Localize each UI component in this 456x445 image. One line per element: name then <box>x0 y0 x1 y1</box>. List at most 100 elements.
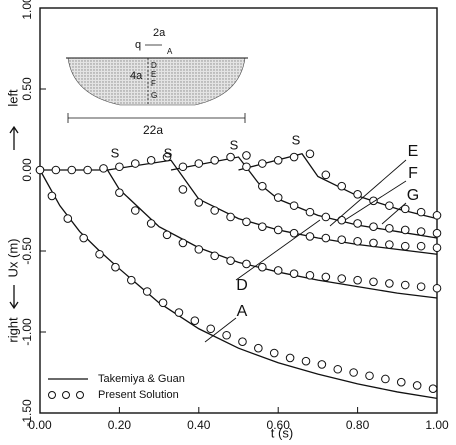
point <box>432 228 442 238</box>
point <box>349 368 358 377</box>
point <box>95 249 104 259</box>
point <box>369 277 378 287</box>
inset-label: E <box>151 70 156 79</box>
point <box>289 201 299 210</box>
point <box>305 149 315 159</box>
inset-label: F <box>151 79 156 88</box>
point <box>385 279 394 288</box>
point <box>194 198 204 207</box>
point <box>242 162 251 172</box>
y-tick-label: -0.50 <box>20 237 34 265</box>
point <box>416 227 426 236</box>
point <box>273 155 283 165</box>
point <box>162 152 172 162</box>
legend-label: Takemiya & Guan <box>98 373 185 385</box>
point <box>194 245 204 254</box>
inset-label: A <box>167 47 173 56</box>
point <box>301 356 311 366</box>
y-tick-label: -1.50 <box>20 399 34 427</box>
point <box>158 298 168 308</box>
point <box>111 262 120 272</box>
point <box>206 324 216 334</box>
point <box>432 243 442 253</box>
point <box>258 262 267 272</box>
point <box>353 236 362 246</box>
point <box>127 275 136 285</box>
point <box>130 159 140 168</box>
inset-basin <box>67 57 246 106</box>
point <box>226 152 235 162</box>
point <box>258 222 267 231</box>
y-direction-label: left <box>5 89 20 107</box>
arrival-label: S <box>292 132 301 147</box>
point <box>226 212 235 222</box>
point <box>174 308 184 317</box>
curve-label: E <box>408 143 419 160</box>
point <box>337 181 347 191</box>
point <box>289 152 299 162</box>
point <box>254 343 263 353</box>
y-tick-label: -1.00 <box>20 318 34 346</box>
point <box>242 151 251 160</box>
point <box>337 274 347 283</box>
point <box>337 215 347 225</box>
point <box>385 201 394 210</box>
leader <box>204 317 237 343</box>
point <box>353 275 362 285</box>
arrival-label: S <box>164 145 173 160</box>
x-tick-label: 0.80 <box>346 418 370 432</box>
point <box>400 241 410 251</box>
point <box>381 374 390 384</box>
point <box>416 282 426 291</box>
point <box>269 348 279 358</box>
y-tick-label: 0.00 <box>20 158 34 182</box>
point <box>83 165 92 175</box>
inset: 2a q A D E F G 4a 22a <box>66 27 248 137</box>
x-tick-label: 0.40 <box>187 418 211 432</box>
point <box>385 240 394 249</box>
point <box>210 206 219 215</box>
point <box>242 259 251 269</box>
point <box>162 230 172 240</box>
point <box>67 165 77 175</box>
leader <box>381 202 407 225</box>
inset-label: D <box>151 61 157 70</box>
point <box>210 251 219 261</box>
point <box>385 224 394 233</box>
point <box>242 217 251 227</box>
point <box>238 337 247 347</box>
point <box>305 207 315 217</box>
point <box>353 219 362 228</box>
y-axis-title: Ux (m) <box>5 239 20 278</box>
point <box>416 207 426 217</box>
point <box>412 381 422 390</box>
x-tick-label: 0.60 <box>267 418 291 432</box>
point <box>400 280 410 290</box>
point <box>142 287 152 296</box>
point <box>353 190 362 199</box>
point <box>416 241 426 251</box>
point <box>321 212 331 222</box>
point <box>369 222 378 231</box>
point <box>317 360 327 369</box>
point <box>432 211 442 220</box>
point <box>51 165 61 175</box>
point <box>285 353 295 363</box>
point <box>178 162 188 172</box>
arrow <box>9 285 19 310</box>
point <box>194 159 204 168</box>
point <box>337 235 347 244</box>
x-tick-label: 0.20 <box>108 418 132 432</box>
point <box>432 283 442 293</box>
curve-label: F <box>408 165 418 182</box>
point <box>321 170 331 180</box>
curve-label: G <box>407 187 419 204</box>
point <box>289 269 299 278</box>
point <box>222 330 231 340</box>
point <box>130 206 140 215</box>
point <box>178 185 188 194</box>
y-tick-label: 1.00 <box>20 0 34 20</box>
point <box>258 159 267 168</box>
point <box>226 256 235 266</box>
